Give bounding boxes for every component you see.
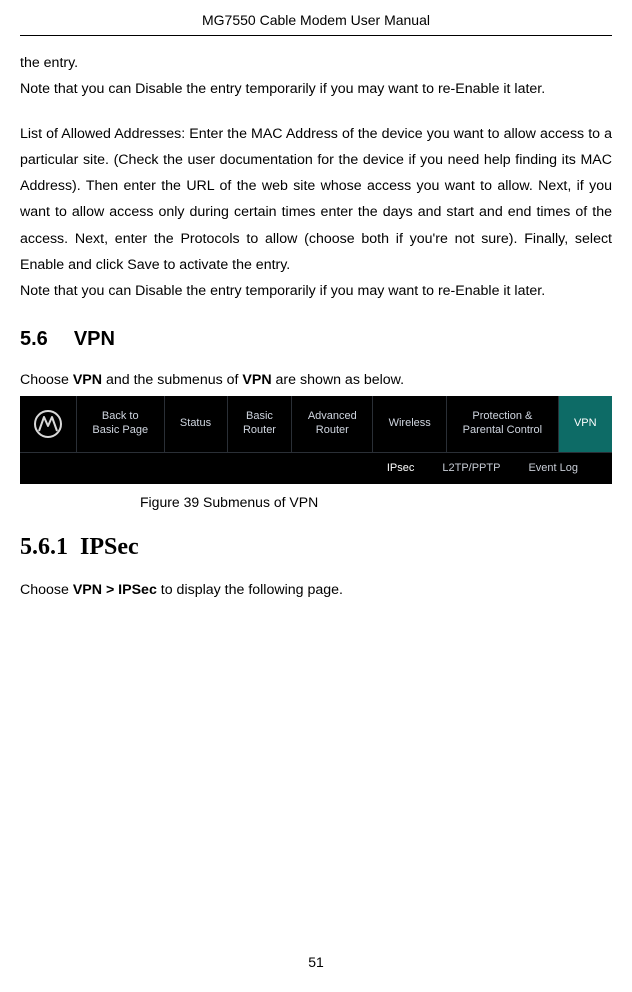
text-bold-vpn-2: VPN <box>242 372 271 388</box>
subsection-title: IPSec <box>80 534 139 560</box>
page-header: MG7550 Cable Modem User Manual <box>20 0 612 36</box>
nav-item-protection-parental[interactable]: Protection & Parental Control <box>446 396 557 452</box>
page-number: 51 <box>308 954 324 970</box>
caption-text: Figure 39 Submenus of VPN <box>140 494 318 510</box>
subnav-item-event-log[interactable]: Event Log <box>514 453 592 484</box>
router-navbar: Back to Basic Page Status Basic Router A… <box>20 396 612 452</box>
section-number: 5.6 <box>20 328 48 350</box>
section-5-6-heading: 5.6 VPN <box>20 328 612 351</box>
paragraph-note-1: Note that you can Disable the entry temp… <box>20 76 612 102</box>
subnav-item-ipsec[interactable]: IPsec <box>373 453 429 484</box>
intro-line: Choose VPN and the submenus of VPN are s… <box>20 367 612 393</box>
nav-item-wireless[interactable]: Wireless <box>372 396 446 452</box>
subnav-item-l2tp-pptp[interactable]: L2TP/PPTP <box>428 453 514 484</box>
text-mid: and the submenus of <box>102 372 242 388</box>
text-pre: Choose <box>20 372 73 388</box>
paragraph-fragment: the entry. <box>20 50 612 76</box>
motorola-logo-icon <box>20 396 76 452</box>
text-pre: Choose <box>20 582 73 598</box>
ipsec-intro-line: Choose VPN > IPSec to display the follow… <box>20 577 612 603</box>
section-title: VPN <box>74 328 115 350</box>
text-bold-vpn-1: VPN <box>73 372 102 388</box>
nav-item-basic-router[interactable]: Basic Router <box>227 396 292 452</box>
figure-39-caption: Figure 39 Submenus of VPN <box>140 494 612 510</box>
subsection-number: 5.6.1 <box>20 534 68 560</box>
text-bold-vpn-ipsec: VPN > IPSec <box>73 582 157 598</box>
paragraph-allowed-addresses: List of Allowed Addresses: Enter the MAC… <box>20 121 612 279</box>
section-5-6-1-intro: Choose VPN > IPSec to display the follow… <box>20 577 612 603</box>
nav-item-advanced-router[interactable]: Advanced Router <box>291 396 372 452</box>
text-post: to display the following page. <box>157 582 343 598</box>
section-5-6-intro: Choose VPN and the submenus of VPN are s… <box>20 367 612 393</box>
nav-item-status[interactable]: Status <box>164 396 227 452</box>
body-text-block-1: the entry. Note that you can Disable the… <box>20 50 612 304</box>
manual-title: MG7550 Cable Modem User Manual <box>202 12 430 28</box>
nav-item-vpn[interactable]: VPN <box>558 396 612 452</box>
text-post: are shown as below. <box>272 372 405 388</box>
section-5-6-1-heading: 5.6.1 IPSec <box>20 534 612 561</box>
paragraph-note-2: Note that you can Disable the entry temp… <box>20 278 612 304</box>
page-footer: 51 <box>0 954 632 970</box>
router-subnav: IPsec L2TP/PPTP Event Log <box>20 452 612 484</box>
spacer <box>20 103 612 121</box>
figure-39-screenshot: Back to Basic Page Status Basic Router A… <box>20 396 612 484</box>
nav-item-back-to-basic[interactable]: Back to Basic Page <box>76 396 164 452</box>
